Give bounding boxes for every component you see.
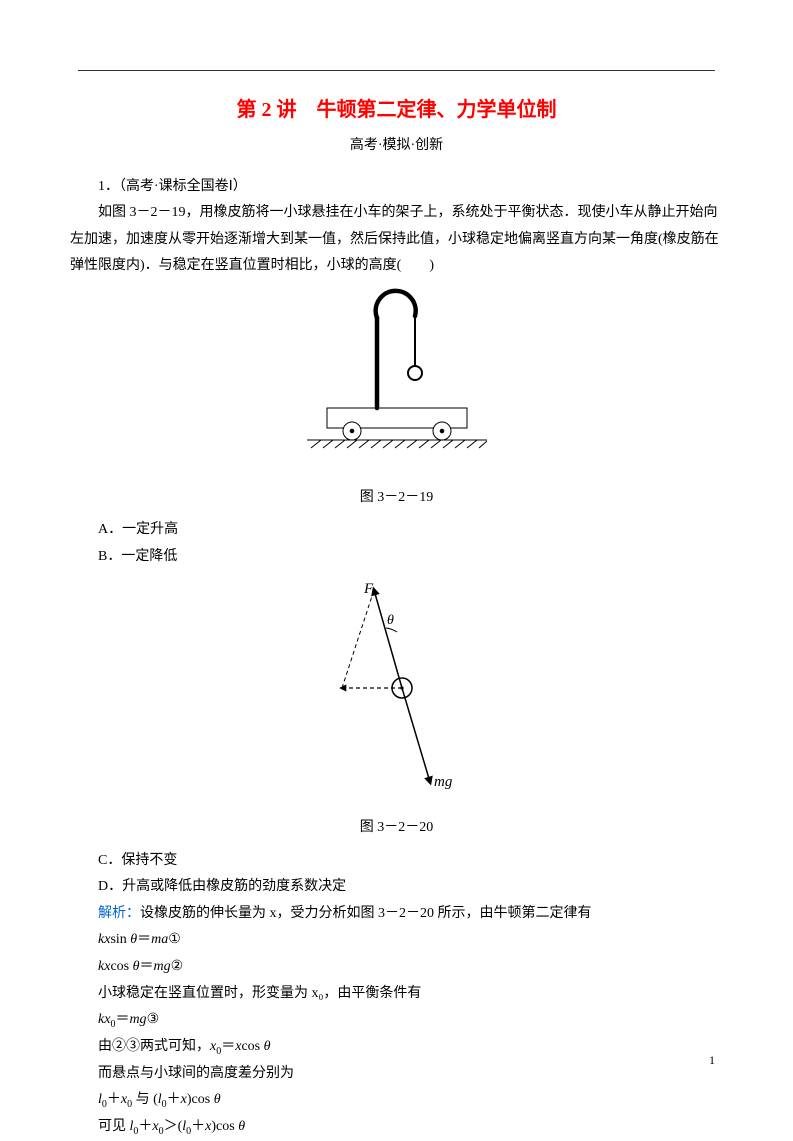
fbd-label-F: F bbox=[363, 581, 374, 597]
option-d: D．升高或降低由橡皮筋的劲度系数决定 bbox=[70, 874, 723, 901]
eq-1: kxsin θ＝ma① bbox=[70, 927, 723, 954]
explain-line-8: l0＋x0 与 (l0＋x)cos θ bbox=[70, 1087, 723, 1114]
fbd-label-theta: θ bbox=[387, 613, 394, 628]
option-c: C．保持不变 bbox=[70, 848, 723, 875]
page-title: 第 2 讲 牛顿第二定律、力学单位制 bbox=[70, 91, 723, 129]
explain-text-1: 设橡皮筋的伸长量为 x，受力分析如图 3－2－20 所示，由牛顿第二定律有 bbox=[140, 906, 592, 921]
explain-line-7: 而悬点与小球间的高度差分别为 bbox=[70, 1061, 723, 1088]
option-b: B．一定降低 bbox=[70, 544, 723, 571]
eq-3: kx0＝mg③ bbox=[70, 1007, 723, 1034]
figure-2: F θ mg bbox=[312, 578, 482, 809]
figure-1-caption: 图 3－2－19 bbox=[70, 485, 723, 512]
figure-1 bbox=[297, 288, 497, 479]
page: 第 2 讲 牛顿第二定律、力学单位制 高考·模拟·创新 1．（高考·课标全国卷Ⅰ… bbox=[0, 0, 793, 1122]
page-subtitle: 高考·模拟·创新 bbox=[70, 133, 723, 160]
explain-label: 解析： bbox=[98, 906, 140, 921]
top-divider bbox=[78, 70, 715, 71]
explain-line-1: 解析：设橡皮筋的伸长量为 x，受力分析如图 3－2－20 所示，由牛顿第二定律有 bbox=[70, 901, 723, 928]
figure-1-wrap bbox=[70, 288, 723, 479]
fbd-svg: F θ mg bbox=[312, 578, 482, 798]
question-number: 1．（高考·课标全国卷Ⅰ） bbox=[70, 174, 723, 201]
figure-2-caption: 图 3－2－20 bbox=[70, 815, 723, 842]
explain-line-9: 可见 l0＋x0＞(l0＋x)cos θ bbox=[70, 1114, 723, 1141]
page-number: 1 bbox=[709, 1049, 715, 1072]
explain-line-4: 小球稳定在竖直位置时，形变量为 x₀，由平衡条件有 bbox=[70, 981, 723, 1008]
explain-line-6: 由②③两式可知，x0＝xcos θ bbox=[70, 1034, 723, 1061]
cart-diagram-svg bbox=[297, 288, 497, 468]
fbd-label-mg: mg bbox=[434, 774, 453, 790]
option-a: A．一定升高 bbox=[70, 517, 723, 544]
figure-2-wrap: F θ mg bbox=[70, 578, 723, 809]
eq-2: kxcos θ＝mg② bbox=[70, 954, 723, 981]
question-stem: 如图 3－2－19，用橡皮筋将一小球悬挂在小车的架子上，系统处于平衡状态．现使小… bbox=[70, 200, 723, 280]
